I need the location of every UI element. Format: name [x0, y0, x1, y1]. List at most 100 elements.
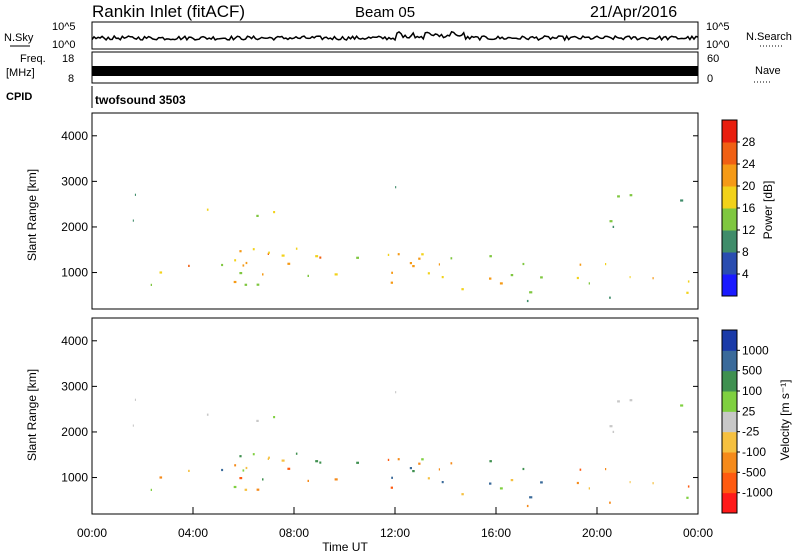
power-cell — [438, 263, 440, 266]
power-colorbar: 4 8 12 16 20 24 28 — [721, 119, 756, 297]
freq-trace — [92, 66, 698, 76]
freq-tick-top: 18 — [62, 53, 74, 65]
power-colorbar-label: Power [dB] — [761, 181, 775, 240]
velocity-cell — [617, 400, 620, 403]
power-cell — [397, 253, 400, 256]
power-cell — [273, 211, 276, 214]
power-cell — [206, 208, 209, 211]
x-tick-label: 08:00 — [279, 526, 309, 540]
freq-tick-bottom: 8 — [68, 73, 74, 85]
nsky-tick-bottom: 10^0 — [52, 39, 76, 51]
power-cell — [315, 255, 319, 258]
velocity-cell — [395, 391, 397, 394]
velocity-cell — [233, 485, 237, 489]
velocity-cell — [629, 399, 633, 402]
power-cell — [387, 253, 390, 256]
velocity-cell — [242, 469, 245, 472]
colorbar-tick-label: 16 — [742, 201, 756, 215]
power-cell — [461, 288, 464, 291]
nave-label: Nave — [755, 65, 781, 77]
x-tick-label: 12:00 — [380, 526, 410, 540]
power-cell — [540, 276, 543, 279]
colorbar-segment — [722, 186, 737, 209]
power-cell — [281, 254, 285, 257]
velocity-cell — [680, 404, 684, 407]
colorbar-tick-label: 100 — [742, 384, 762, 398]
colorbar-segment — [722, 391, 737, 412]
power-cell — [629, 194, 633, 197]
colorbar-segment — [722, 350, 737, 372]
power-cell — [579, 263, 582, 266]
time-axis: 00:00 04:00 08:00 12:00 16:00 20:00 00:00 — [77, 507, 713, 540]
power-cell — [629, 276, 631, 279]
beam-label: Beam 05 — [355, 4, 415, 21]
colorbar-tick-label: 500 — [742, 364, 762, 378]
velocity-cell — [609, 425, 613, 428]
velocity-cell — [188, 469, 190, 472]
y-tick-label: 3000 — [61, 174, 88, 188]
nsky-label: N.Sky — [4, 32, 34, 44]
power-cell — [239, 272, 243, 275]
velocity-cell — [438, 468, 440, 471]
date-label: 21/Apr/2016 — [590, 4, 677, 21]
y-tick-label: 3000 — [61, 379, 88, 393]
colorbar-segment — [722, 208, 737, 231]
velocity-cell — [245, 466, 248, 470]
power-y-axis: 1000 2000 3000 4000 — [61, 129, 698, 280]
velocity-cell — [319, 461, 322, 464]
nsky-panel-frame — [91, 21, 699, 50]
colorbar-tick-label: 28 — [742, 135, 756, 149]
velocity-colorbar: -1000 -500 -100 -25 25 100 500 1000 — [721, 329, 773, 514]
station-title: Rankin Inlet (fitACF) — [92, 2, 245, 21]
power-cell — [256, 283, 260, 286]
velocity-cell — [687, 485, 690, 488]
power-cell — [395, 186, 397, 189]
power-cell — [686, 291, 689, 294]
power-cell — [244, 283, 248, 286]
velocity-cell — [273, 416, 276, 419]
power-cell — [609, 220, 613, 223]
colorbar-tick-label: 8 — [742, 245, 749, 259]
power-cell — [239, 250, 242, 253]
power-cell — [418, 257, 421, 260]
power-cell — [268, 251, 270, 254]
nsky-trace — [91, 30, 699, 42]
power-cell — [450, 257, 453, 260]
x-tick-label: 00:00 — [683, 526, 713, 540]
x-tick-label: 20:00 — [582, 526, 612, 540]
velocity-cell — [132, 424, 134, 427]
colorbar-tick-label: 1000 — [742, 343, 769, 357]
velocity-cell — [262, 478, 264, 481]
velocity-cell — [510, 479, 514, 482]
y-tick-label: 1000 — [61, 471, 88, 485]
velocity-cell — [256, 488, 260, 491]
velocity-cell — [421, 458, 424, 461]
nsearch-tick-top: 10^5 — [706, 21, 730, 33]
power-cell — [188, 264, 190, 267]
colorbar-tick-label: 12 — [742, 223, 756, 237]
velocity-cell — [409, 467, 412, 470]
cpid-value: twofsound 3503 — [95, 93, 186, 107]
x-tick-label: 00:00 — [77, 526, 107, 540]
velocity-cell — [629, 481, 631, 484]
power-cell — [262, 273, 264, 276]
velocity-cell — [239, 477, 243, 480]
velocity-cell — [390, 486, 393, 489]
velocity-cell — [239, 455, 242, 458]
power-cell — [489, 277, 492, 280]
power-cell — [510, 274, 514, 277]
cpid-label: CPID — [6, 91, 32, 103]
colorbar-tick-label: -500 — [742, 465, 766, 479]
velocity-cell — [686, 496, 689, 499]
colorbar-segment — [722, 370, 737, 392]
velocity-cell — [295, 452, 298, 455]
colorbar-segment — [722, 492, 737, 514]
y-tick-label: 4000 — [61, 334, 88, 348]
power-cell — [409, 262, 412, 265]
colorbar-segment — [722, 230, 737, 253]
y-tick-label: 2000 — [61, 220, 88, 234]
velocity-cell — [244, 488, 248, 491]
power-cell — [652, 277, 654, 280]
velocity-cell — [441, 481, 444, 484]
velocity-cell — [334, 478, 338, 481]
